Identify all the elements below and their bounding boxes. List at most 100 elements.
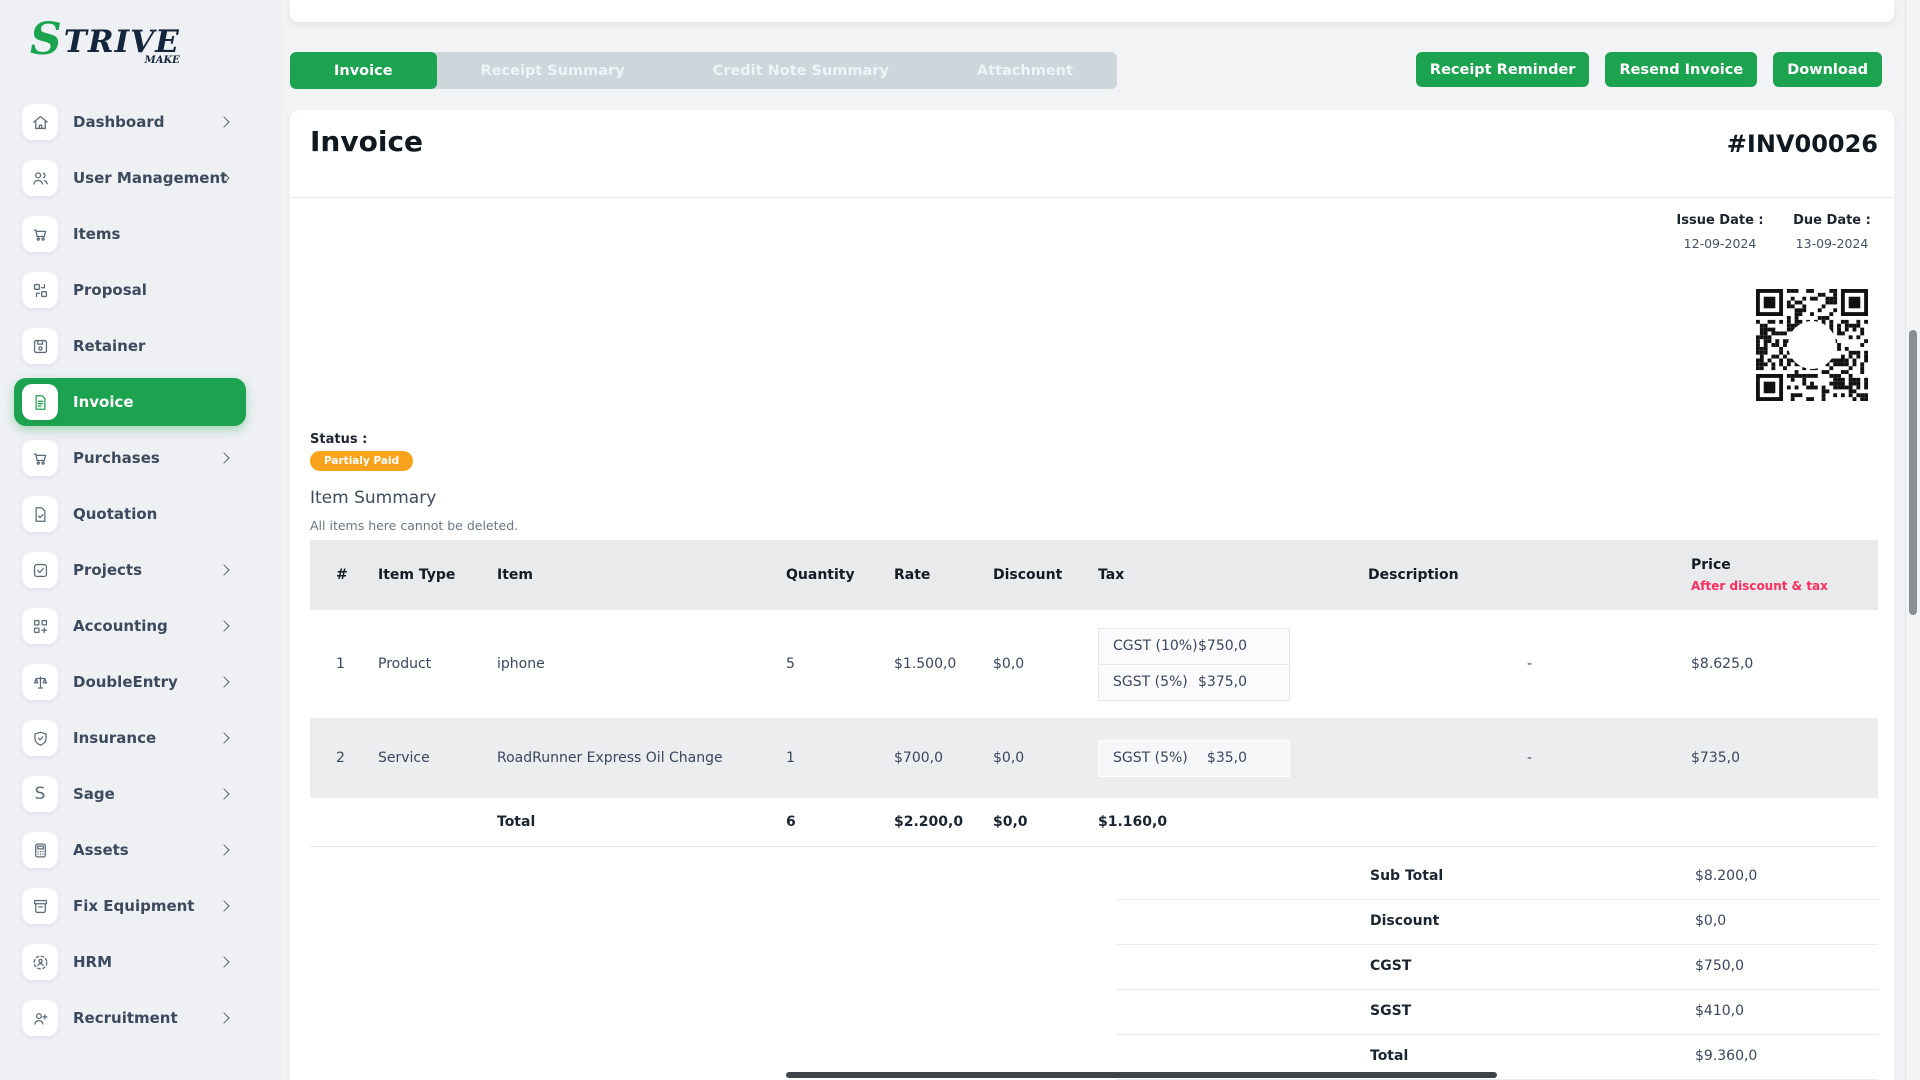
tab-invoice[interactable]: Invoice [290,52,437,89]
chevron-right-icon [218,900,230,912]
issue-date-value: 12-09-2024 [1683,236,1757,251]
equipment-box-icon [22,888,58,924]
cart-icon [22,216,58,252]
table-row: 1 Product iphone 5 $1.500,0 $0,0 CGST (1… [310,610,1878,718]
sidebar-item-doubleentry[interactable]: DoubleEntry [0,654,282,710]
table-header-row: # Item Type Item Quantity Rate Discount … [310,540,1878,610]
col-discount: Discount [993,540,1098,610]
issue-date-block: Issue Date : 12-09-2024 [1674,213,1766,251]
col-rate: Rate [894,540,993,610]
divider [290,197,1894,198]
tax-breakdown: SGST (5%) $35,0 [1098,739,1290,777]
hrm-person-icon [22,944,58,980]
invoice-panel: Invoice #INV00026 Issue Date : 12-09-202… [290,110,1894,1080]
app-logo[interactable]: S TRIVE MAKE [30,12,180,67]
proposal-icon [22,272,58,308]
sidebar-item-user-management[interactable]: User Management [0,150,282,206]
status-label: Status : [310,432,368,447]
sidebar-nav: Dashboard User Management Items Proposal… [0,94,282,1046]
tax-chip: SGST (5%) $375,0 [1098,663,1290,701]
sidebar-item-accounting[interactable]: Accounting [0,598,282,654]
chevron-right-icon [218,732,230,744]
col-price: Price After discount & tax [1691,540,1878,610]
item-summary-note: All items here cannot be deleted. [310,518,519,533]
sidebar-item-quotation[interactable]: Quotation [0,486,282,542]
invoice-dates: Issue Date : 12-09-2024 Due Date : 13-09… [1674,213,1878,251]
sidebar-item-dashboard[interactable]: Dashboard [0,94,282,150]
summary-row-sgst: SGST $410,0 [1116,990,1878,1035]
chevron-right-icon [218,564,230,576]
totals-summary: Sub Total $8.200,0 Discount $0,0 CGST $7… [1116,855,1878,1080]
items-table: # Item Type Item Quantity Rate Discount … [310,540,1878,847]
status-badge: Partialy Paid [310,451,414,471]
sidebar-item-proposal[interactable]: Proposal [0,262,282,318]
sidebar-item-items[interactable]: Items [0,206,282,262]
project-check-icon [22,552,58,588]
person-plus-icon [22,1000,58,1036]
sidebar-item-fix-equipment[interactable]: Fix Equipment [0,878,282,934]
item-summary-title: Item Summary [310,488,437,508]
sidebar-item-recruitment[interactable]: Recruitment [0,990,282,1046]
chevron-right-icon [218,116,230,128]
summary-row-discount: Discount $0,0 [1116,900,1878,945]
col-description: Description [1368,540,1691,610]
scales-icon [22,664,58,700]
vertical-scrollbar-track[interactable] [1905,0,1920,1080]
sidebar: S TRIVE MAKE Dashboard User Management I… [0,0,282,1080]
qr-code [1756,289,1868,401]
chevron-right-icon [218,844,230,856]
tab-receipt-summary[interactable]: Receipt Summary [480,62,625,79]
tab-credit-note-summary[interactable]: Credit Note Summary [712,62,889,79]
invoice-tabs: Invoice Receipt Summary Credit Note Summ… [290,52,1117,89]
receipt-reminder-button[interactable]: Receipt Reminder [1415,52,1590,87]
quote-file-icon [22,496,58,532]
accounting-grid-icon [22,608,58,644]
sidebar-item-sage[interactable]: S Sage [0,766,282,822]
cart-icon [22,440,58,476]
shield-check-icon [22,720,58,756]
previous-card-fragment [290,0,1894,22]
sidebar-item-invoice[interactable]: Invoice [0,374,282,430]
col-item: Item [497,540,786,610]
tax-chip: SGST (5%) $35,0 [1098,739,1290,777]
resend-invoice-button[interactable]: Resend Invoice [1605,52,1758,87]
chevron-right-icon [218,676,230,688]
invoice-file-icon [22,384,58,420]
col-item-type: Item Type [378,540,497,610]
horizontal-scrollbar-thumb[interactable] [786,1072,1497,1078]
sidebar-item-purchases[interactable]: Purchases [0,430,282,486]
chevron-right-icon [218,956,230,968]
home-icon [22,104,58,140]
table-row: 2 Service RoadRunner Express Oil Change … [310,718,1878,798]
sidebar-item-hrm[interactable]: HRM [0,934,282,990]
users-icon [22,160,58,196]
page-title: Invoice [310,125,424,158]
invoice-number: #INV00026 [1726,130,1878,158]
col-quantity: Quantity [786,540,894,610]
download-button[interactable]: Download [1773,52,1882,87]
chevron-right-icon [218,1012,230,1024]
vertical-scrollbar-thumb[interactable] [1909,330,1917,615]
chevron-right-icon [218,620,230,632]
summary-row-cgst: CGST $750,0 [1116,945,1878,990]
tax-chip: CGST (10%) $750,0 [1098,627,1290,665]
logo-subtext: MAKE [144,55,180,66]
sidebar-item-retainer[interactable]: Retainer [0,318,282,374]
col-tax: Tax [1098,540,1368,610]
sidebar-item-projects[interactable]: Projects [0,542,282,598]
col-num: # [310,540,378,610]
header-actions: Receipt Reminder Resend Invoice Download [1415,52,1882,88]
table-total-row: Total 6 $2.200,0 $0,0 $1.160,0 [310,798,1878,847]
tax-breakdown: CGST (10%) $750,0 SGST (5%) $375,0 [1098,627,1290,701]
due-date-block: Due Date : 13-09-2024 [1786,213,1878,251]
sidebar-item-assets[interactable]: Assets [0,822,282,878]
save-icon [22,328,58,364]
tab-attachment[interactable]: Attachment [976,62,1073,79]
logo-text: TRIVE [63,24,180,60]
chevron-right-icon [218,788,230,800]
price-subheader: After discount & tax [1691,579,1828,593]
sidebar-item-insurance[interactable]: Insurance [0,710,282,766]
items-table-wrap: # Item Type Item Quantity Rate Discount … [310,540,1878,847]
sage-s-icon: S [22,776,58,812]
logo-s: S [30,14,62,65]
